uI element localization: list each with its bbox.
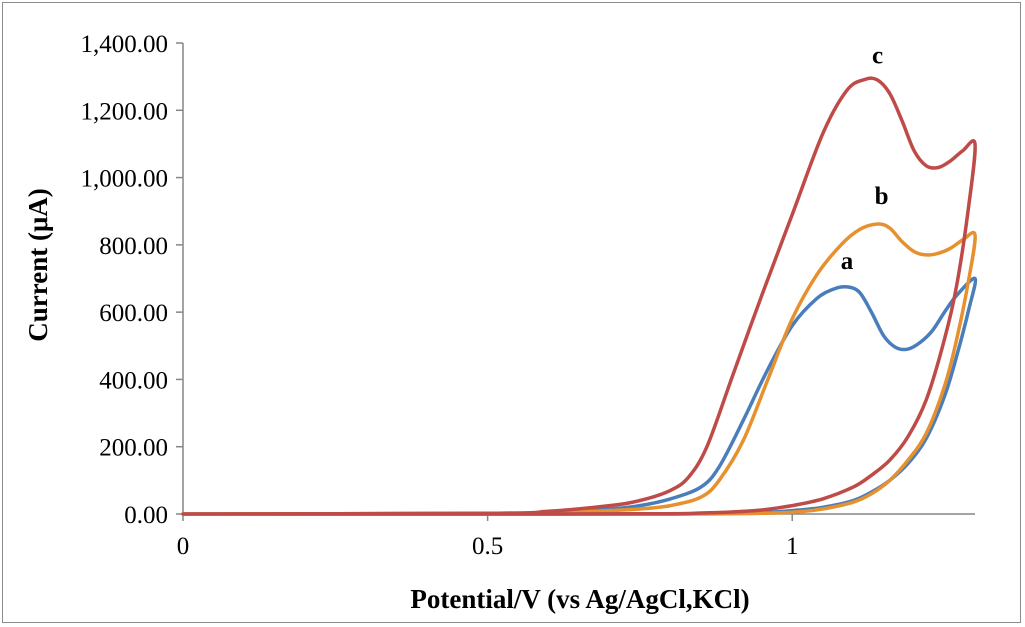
series-line-a bbox=[181, 276, 978, 516]
curve-label-c: c bbox=[872, 42, 883, 69]
curve-label-b: b bbox=[875, 183, 889, 210]
x-tick-label: 0.5 bbox=[472, 533, 503, 560]
curve-labels: a b c bbox=[841, 42, 889, 275]
x-tick-label: 0 bbox=[177, 533, 190, 560]
x-axis: 0 0.5 1 bbox=[177, 513, 975, 560]
x-axis-title: Potential/V (vs Ag/AgCl,KCl) bbox=[410, 584, 749, 614]
series-lines bbox=[181, 76, 978, 516]
y-tick-label: 1,000.00 bbox=[81, 166, 169, 193]
y-axis: 0.00 200.00 400.00 600.00 800.00 1,000.00 1,20… bbox=[81, 31, 184, 529]
y-tick-label: 0.00 bbox=[124, 502, 168, 529]
y-tick-label: 600.00 bbox=[99, 300, 168, 327]
y-tick-label: 1,200.00 bbox=[81, 98, 169, 125]
y-tick-label: 200.00 bbox=[99, 435, 168, 462]
y-tick-label: 1,400.00 bbox=[81, 31, 169, 58]
series-line-b bbox=[181, 222, 977, 516]
cyclic-voltammogram-chart: 0.00 200.00 400.00 600.00 800.00 1,000.00 1,20… bbox=[23, 31, 978, 614]
series-line-c bbox=[181, 76, 977, 516]
curve-label-a: a bbox=[841, 248, 854, 275]
y-tick-label: 400.00 bbox=[99, 367, 168, 394]
x-tick-label: 1 bbox=[786, 533, 799, 560]
y-tick-label: 800.00 bbox=[99, 233, 168, 260]
y-axis-title: Current (μA) bbox=[23, 188, 53, 342]
